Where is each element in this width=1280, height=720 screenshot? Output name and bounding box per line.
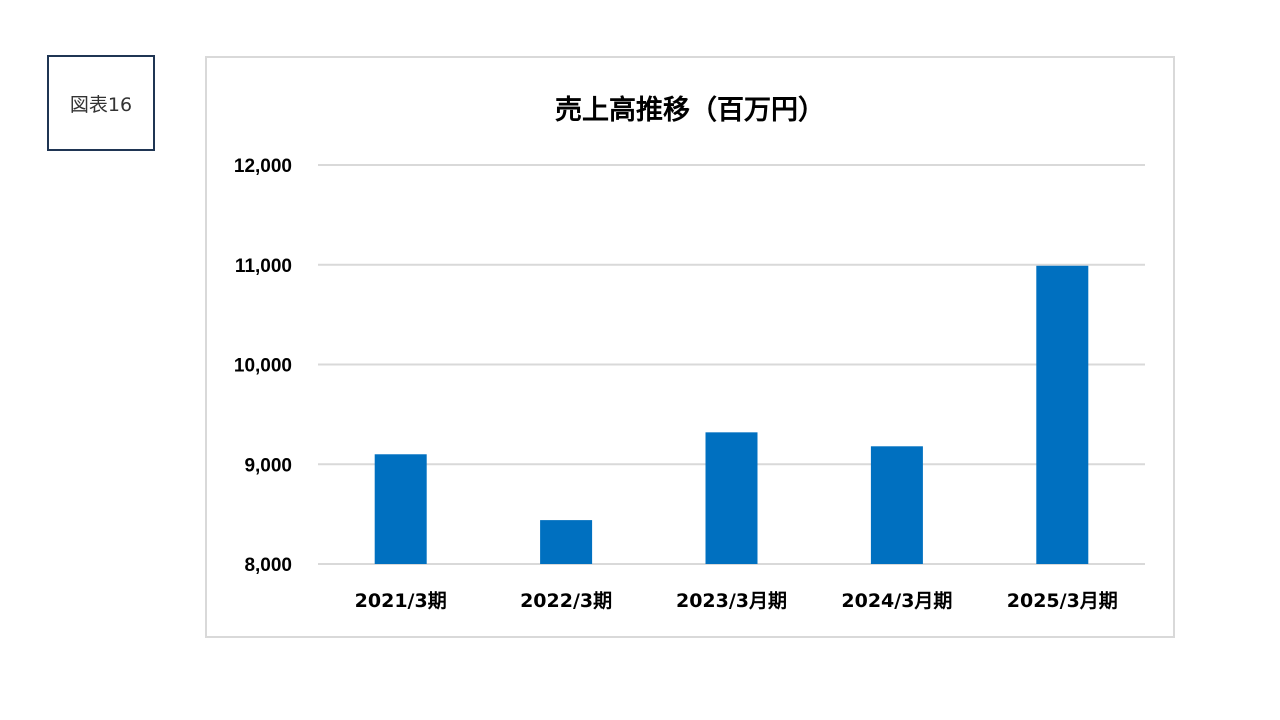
y-tick-label: 11,000 <box>235 256 292 277</box>
y-tick-label: 12,000 <box>234 156 292 177</box>
figure-label: 図表16 <box>47 55 155 151</box>
x-tick-labels: 2021/3期 2022/3期 2023/3月期 2024/3月期 2025/3月期 <box>355 590 1118 612</box>
bar <box>705 432 758 564</box>
y-tick-labels: 8,000 9,000 10,000 11,000 12,000 <box>234 156 292 576</box>
bar <box>870 446 923 564</box>
x-tick-label: 2021/3期 <box>355 590 447 612</box>
chart-plot: 8,000 9,000 10,000 11,000 12,000 2021/3期 2022… <box>234 156 1145 612</box>
chart-title: 売上高推移（百万円） <box>555 95 825 126</box>
x-tick-label: 2025/3月期 <box>1007 590 1118 612</box>
y-tick-label: 10,000 <box>234 356 292 377</box>
chart-frame: 売上高推移（百万円） 8,000 9,000 10,000 11,000 12,000 … <box>205 56 1175 638</box>
x-tick-label: 2022/3期 <box>520 590 612 612</box>
x-tick-label: 2024/3月期 <box>841 590 952 612</box>
y-tick-label: 9,000 <box>244 455 292 476</box>
bar <box>540 520 593 564</box>
y-tick-label: 8,000 <box>244 555 292 576</box>
bar <box>1036 265 1089 564</box>
bar <box>374 454 427 564</box>
x-tick-label: 2023/3月期 <box>676 590 787 612</box>
bars <box>374 265 1089 564</box>
